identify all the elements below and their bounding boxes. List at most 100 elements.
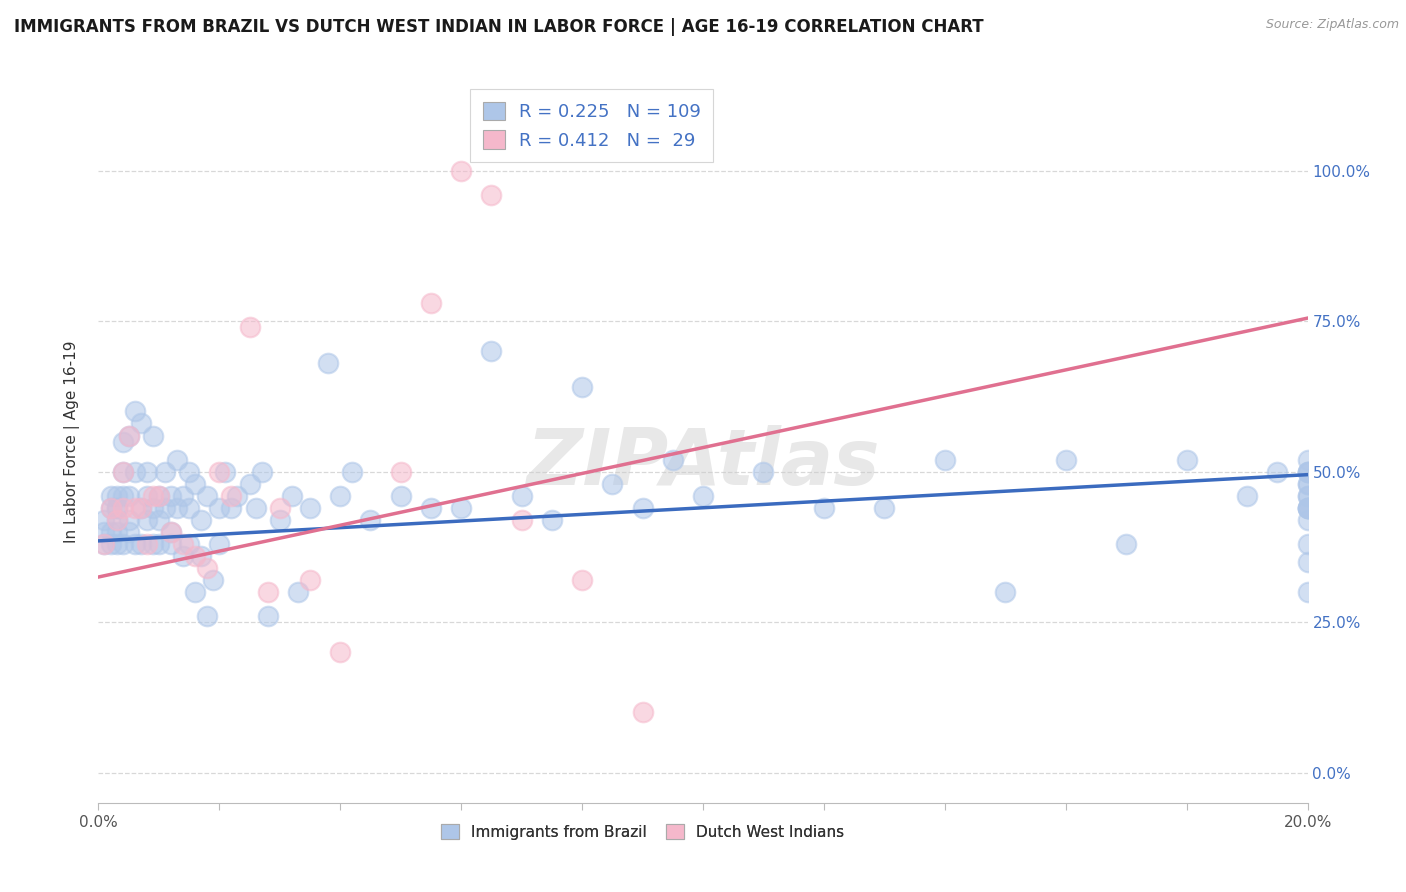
Point xyxy=(160,537,183,551)
Point xyxy=(1267,465,1289,479)
Y-axis label: In Labor Force | Age 16-19: In Labor Force | Age 16-19 xyxy=(63,340,80,543)
Point xyxy=(184,476,207,491)
Point xyxy=(135,513,157,527)
Point xyxy=(221,500,243,515)
Point xyxy=(93,537,115,551)
Point xyxy=(184,549,207,563)
Point xyxy=(118,489,141,503)
Point xyxy=(631,706,654,720)
Point xyxy=(179,537,201,551)
Point xyxy=(214,465,236,479)
Point xyxy=(118,524,141,539)
Point xyxy=(166,452,188,467)
Point xyxy=(420,296,443,310)
Point xyxy=(481,187,503,202)
Text: IMMIGRANTS FROM BRAZIL VS DUTCH WEST INDIAN IN LABOR FORCE | AGE 16-19 CORRELATI: IMMIGRANTS FROM BRAZIL VS DUTCH WEST IND… xyxy=(14,18,984,36)
Text: ZIPAtlas: ZIPAtlas xyxy=(526,425,880,501)
Point xyxy=(93,524,115,539)
Point xyxy=(100,524,122,539)
Point xyxy=(510,489,533,503)
Point xyxy=(661,452,683,467)
Point xyxy=(329,645,352,659)
Point xyxy=(1296,537,1319,551)
Point xyxy=(100,537,122,551)
Point xyxy=(450,163,472,178)
Point xyxy=(135,465,157,479)
Point xyxy=(287,585,309,599)
Point xyxy=(118,513,141,527)
Point xyxy=(111,465,134,479)
Point xyxy=(256,609,278,624)
Point xyxy=(148,513,170,527)
Point xyxy=(281,489,304,503)
Point xyxy=(571,573,593,587)
Point xyxy=(1296,465,1319,479)
Point xyxy=(100,489,122,503)
Point xyxy=(124,465,146,479)
Point xyxy=(208,500,231,515)
Point xyxy=(813,500,835,515)
Point xyxy=(160,524,183,539)
Point xyxy=(148,537,170,551)
Point xyxy=(129,500,152,515)
Point xyxy=(111,500,134,515)
Point xyxy=(540,513,562,527)
Point xyxy=(1296,500,1319,515)
Point xyxy=(208,465,231,479)
Point xyxy=(269,513,291,527)
Point xyxy=(195,489,218,503)
Point xyxy=(239,320,262,334)
Point xyxy=(105,537,128,551)
Point xyxy=(1054,452,1077,467)
Point xyxy=(184,585,207,599)
Point xyxy=(153,465,176,479)
Point xyxy=(105,524,128,539)
Point xyxy=(692,489,714,503)
Point xyxy=(160,489,183,503)
Point xyxy=(602,476,624,491)
Point xyxy=(148,489,170,503)
Point xyxy=(208,537,231,551)
Point xyxy=(195,561,218,575)
Point xyxy=(256,585,278,599)
Point xyxy=(342,465,364,479)
Point xyxy=(221,489,243,503)
Point xyxy=(510,513,533,527)
Point xyxy=(124,500,146,515)
Point xyxy=(250,465,273,479)
Point xyxy=(1296,476,1319,491)
Point xyxy=(160,524,183,539)
Point xyxy=(111,434,134,449)
Point xyxy=(1296,500,1319,515)
Point xyxy=(1296,452,1319,467)
Point xyxy=(179,465,201,479)
Point xyxy=(360,513,382,527)
Point xyxy=(1175,452,1198,467)
Point xyxy=(166,500,188,515)
Legend: Immigrants from Brazil, Dutch West Indians: Immigrants from Brazil, Dutch West India… xyxy=(434,818,851,846)
Point xyxy=(100,500,122,515)
Point xyxy=(873,500,896,515)
Point xyxy=(93,513,115,527)
Point xyxy=(105,500,128,515)
Point xyxy=(129,500,152,515)
Point xyxy=(1296,465,1319,479)
Point xyxy=(1296,513,1319,527)
Point xyxy=(93,537,115,551)
Point xyxy=(190,549,212,563)
Point xyxy=(172,537,194,551)
Point xyxy=(994,585,1017,599)
Point xyxy=(111,489,134,503)
Point xyxy=(1296,500,1319,515)
Point xyxy=(481,344,503,359)
Point xyxy=(153,500,176,515)
Point xyxy=(124,537,146,551)
Point xyxy=(142,428,165,442)
Point xyxy=(1296,489,1319,503)
Point xyxy=(1296,476,1319,491)
Point xyxy=(135,489,157,503)
Point xyxy=(142,489,165,503)
Point xyxy=(129,417,152,431)
Point xyxy=(245,500,267,515)
Point xyxy=(129,537,152,551)
